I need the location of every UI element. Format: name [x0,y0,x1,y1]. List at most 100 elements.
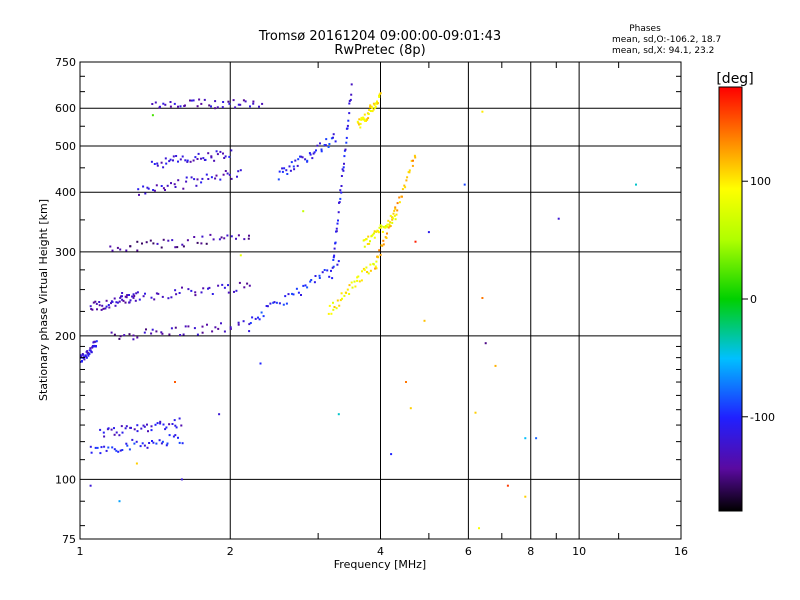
data-point [132,293,135,296]
data-point [118,300,121,303]
data-point [367,117,370,120]
data-point [128,448,131,451]
data-point [320,150,323,153]
data-point [380,226,383,229]
data-point [190,176,193,179]
data-point [175,426,178,429]
data-point [143,425,146,428]
data-point [164,103,167,106]
data-point [143,444,146,447]
data-point [375,230,378,233]
data-point [146,423,148,426]
data-point [201,235,204,238]
data-point [356,279,359,282]
data-point [113,448,116,451]
data-point [118,434,121,437]
data-point [192,159,195,162]
data-point [189,99,191,102]
data-point [557,217,560,220]
data-point [215,150,218,153]
data-point [369,263,372,266]
data-point [223,286,226,289]
data-point [156,162,159,165]
colorbar-ticks: 100 0 -100 [742,175,775,424]
data-point [200,157,202,160]
data-point [338,304,341,307]
data-point [243,238,246,241]
data-point [185,180,188,183]
data-point [269,302,272,305]
data-point [179,334,182,336]
data-point [394,206,397,209]
data-point [95,345,97,348]
data-point [164,189,166,191]
data-point [216,106,219,109]
data-point [190,99,193,102]
data-point [132,338,135,341]
data-point [306,159,309,162]
data-point [135,462,138,465]
data-point [336,299,339,302]
data-point [89,445,92,448]
data-point [369,110,372,112]
data-point [120,425,123,428]
data-point [155,184,158,187]
data-point [366,118,369,121]
data-point [96,308,98,311]
data-point [294,159,297,162]
data-point [131,295,134,298]
data-point [362,117,365,120]
data-point [107,446,110,449]
data-point [365,238,368,241]
data-point [366,271,369,273]
data-point [152,189,155,191]
data-point [168,434,171,437]
data-point [160,442,163,445]
data-point [214,100,217,103]
data-point [293,168,296,171]
data-point [196,105,199,108]
data-point [160,185,163,187]
data-point [248,330,251,333]
data-point [177,160,179,163]
data-point [363,113,366,116]
data-point [227,284,229,287]
data-point [235,289,238,292]
data-point [136,249,139,252]
data-point [157,292,160,295]
data-point [262,315,265,318]
data-point [207,178,210,180]
data-point [223,157,226,159]
data-point [205,242,208,245]
data-point [342,169,345,172]
data-point [316,144,319,147]
data-point [309,280,312,283]
data-point [259,362,262,365]
data-point [308,152,311,155]
data-point [248,284,251,287]
data-point [200,291,203,294]
data-point [174,326,177,329]
data-point [328,143,331,145]
data-point [133,428,136,431]
data-point [128,333,131,336]
data-point [223,237,226,240]
data-point [229,328,232,330]
data-point [283,167,286,170]
data-point [110,331,113,334]
data-point [344,148,347,151]
data-point [90,451,93,454]
data-point [300,155,303,158]
data-point [125,249,128,252]
data-point [173,419,176,422]
data-point [194,156,197,159]
data-point [379,92,382,95]
data-point [162,166,165,169]
data-point [345,136,348,139]
data-point [367,235,370,238]
data-point [226,234,229,237]
data-point [180,478,183,481]
data-point [91,308,94,311]
data-point [377,256,380,259]
